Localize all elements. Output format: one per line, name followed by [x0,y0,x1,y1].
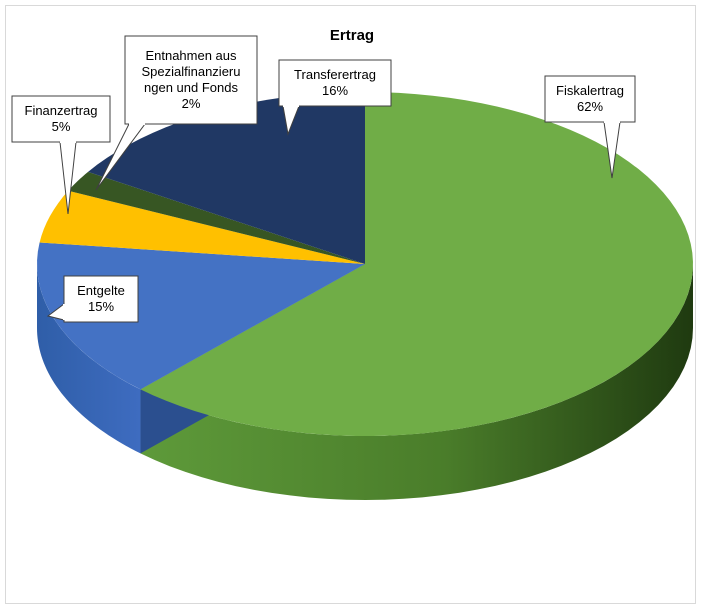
pie-slice-2 [39,190,366,264]
data-label-pointer [282,105,300,136]
chart-title: Ertrag [330,27,374,44]
pie-side-0 [140,264,694,500]
data-label-percent: 15% [88,299,114,314]
data-label-pointer [603,121,621,179]
data-label-category: Transferertrag [294,67,376,82]
data-label-box [278,59,392,107]
pie-slice-4 [88,92,365,264]
pie-slice-3 [68,171,365,264]
data-label-percent: 2% [182,96,201,111]
data-label-percent: 62% [577,99,603,114]
pie-slice-0 [140,92,693,436]
data-label-category: Entgelte [77,283,125,298]
data-label-percent: 16% [322,83,348,98]
data-label-box [124,35,258,125]
data-label-category: ngen und Fonds [144,80,238,95]
data-label-pointer [95,123,146,191]
pie-tops [37,92,693,436]
data-label-category: Spezialfinanzieru [141,64,240,79]
data-label-category: Fiskalertrag [556,83,624,98]
data-label-pointer [46,303,65,321]
data-label-pointer [59,141,77,215]
data-label-category: Entnahmen aus [145,48,237,63]
data-label-box [63,275,139,323]
pie-side-1 [37,264,141,454]
data-label-box [544,75,636,123]
data-label-category: Finanzertrag [25,103,98,118]
data-label-percent: 5% [52,119,71,134]
